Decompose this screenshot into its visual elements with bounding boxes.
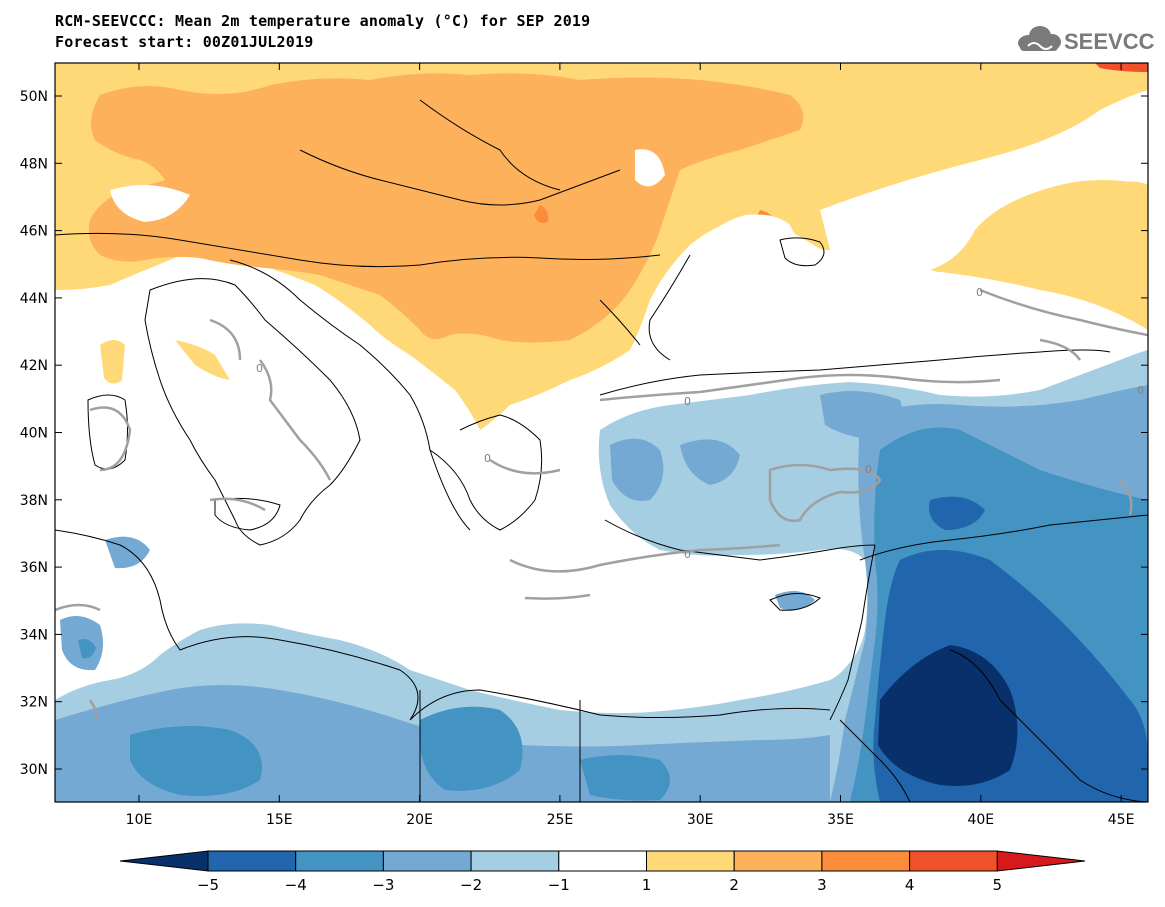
coastlines <box>55 99 1148 802</box>
colorbar-segment <box>558 850 647 872</box>
map-title: RCM-SEEVCCC: Mean 2m temperature anomaly… <box>55 12 591 30</box>
lat-tick-label: 34N <box>20 627 48 643</box>
lon-tick-label: 10E <box>126 812 153 828</box>
colorbar-label: 1 <box>642 876 652 894</box>
colorbar-segment <box>909 850 998 872</box>
zero-contours <box>55 288 1148 721</box>
anomaly-region-east-minus4-b <box>929 496 985 530</box>
lat-tick-label: 30N <box>20 762 48 778</box>
colorbar-label: −4 <box>285 876 307 894</box>
colorbar-label: −3 <box>372 876 394 894</box>
contour-label: 0 <box>684 548 691 561</box>
anomaly-field <box>55 63 1148 802</box>
lat-tick-label: 38N <box>20 493 48 509</box>
lat-axis: 50N 48N 46N 44N 42N 40N 38N 36N 34N 32N 30N <box>20 89 1148 778</box>
colorbar-segment <box>119 850 209 872</box>
colorbar-segment <box>470 850 560 872</box>
contour-label: 0 <box>976 286 983 299</box>
contour-label: 0 <box>1137 384 1144 397</box>
anomaly-region-white-russia <box>820 90 1148 270</box>
lon-tick-label: 20E <box>406 812 433 828</box>
contour-label: 0 <box>256 362 263 375</box>
colorbar-label: −1 <box>548 876 570 894</box>
anomaly-region-tunisia-core <box>78 639 96 659</box>
colorbar-segment <box>821 850 911 872</box>
colorbar-label: 2 <box>729 876 739 894</box>
lat-tick-label: 48N <box>20 156 48 172</box>
forecast-start: Forecast start: 00Z01JUL2019 <box>55 33 314 51</box>
lon-tick-label: 35E <box>827 812 854 828</box>
lon-tick-label: 25E <box>547 812 574 828</box>
lat-tick-label: 42N <box>20 358 48 374</box>
logo-text: SEEVCCC <box>1064 29 1155 54</box>
colorbar-segment <box>207 850 297 872</box>
cloud-icon <box>1018 26 1061 51</box>
lon-tick-label: 45E <box>1108 812 1135 828</box>
colorbar: −5 −4 −3 −2 −1 1 2 3 4 5 <box>119 850 1086 894</box>
lon-tick-label: 30E <box>687 812 714 828</box>
lon-tick-label: 15E <box>266 812 293 828</box>
colorbar-label: −2 <box>460 876 482 894</box>
lat-tick-label: 32N <box>20 695 48 711</box>
contour-labels: 0 0 0 0 0 0 0 <box>256 286 1144 561</box>
lat-tick-label: 46N <box>20 224 48 240</box>
contour-label: 0 <box>865 463 872 476</box>
lat-tick-label: 40N <box>20 426 48 442</box>
anomaly-region-alps <box>110 185 190 222</box>
colorbar-segment <box>733 850 823 872</box>
seevccc-logo: SEEVCCC <box>1018 26 1155 54</box>
lat-tick-label: 44N <box>20 291 48 307</box>
anomaly-region-egypt <box>580 755 670 801</box>
mediterranean-sea <box>55 528 867 707</box>
colorbar-segment <box>382 850 472 872</box>
lon-tick-label: 40E <box>967 812 994 828</box>
anomaly-region-corsica <box>100 340 125 384</box>
colorbar-label: 3 <box>817 876 827 894</box>
colorbar-segment <box>295 850 384 872</box>
anomaly-region-east-minus5 <box>878 645 1018 786</box>
contour-label: 0 <box>684 395 691 408</box>
anomaly-region-plus2 <box>88 73 804 343</box>
colorbar-label: −5 <box>197 876 219 894</box>
colorbar-segment <box>646 850 735 872</box>
anomaly-region-adriatic <box>175 340 230 380</box>
anomaly-region-plus3-a <box>534 205 549 224</box>
anomaly-region-libya-mid <box>130 726 262 796</box>
anomaly-region-iraq-minus4 <box>1039 709 1100 762</box>
anomaly-region-tunisia-north <box>105 536 150 569</box>
contour-label: 0 <box>484 452 491 465</box>
lat-tick-label: 50N <box>20 89 48 105</box>
colorbar-segment <box>996 850 1086 872</box>
anomaly-region-anatolia-a <box>610 438 664 501</box>
anomaly-region-anatolia-b <box>680 439 740 485</box>
colorbar-label: 4 <box>905 876 915 894</box>
lon-axis: 10E 15E 20E 25E 30E 35E 40E 45E <box>126 63 1135 828</box>
colorbar-label: 5 <box>993 876 1003 894</box>
lat-tick-label: 36N <box>20 560 48 576</box>
anomaly-region-cyprus <box>775 591 815 611</box>
anomaly-region-libya-east <box>419 706 523 791</box>
black-sea <box>649 214 1110 385</box>
anomaly-region-plus1-russia <box>970 181 1148 300</box>
anomaly-region-white-ukraine <box>635 149 665 187</box>
